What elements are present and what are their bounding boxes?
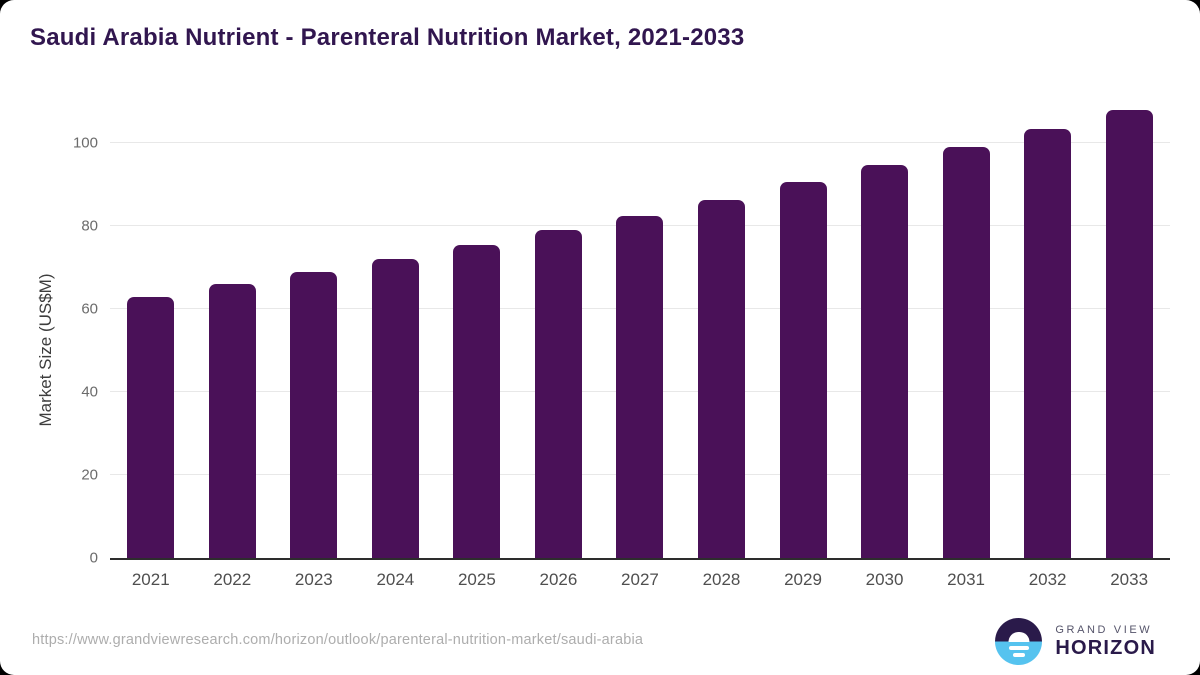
y-tick-20: 20 xyxy=(81,466,98,484)
bar-slot-2027 xyxy=(599,143,681,558)
brand-logo-text: GRAND VIEW HORIZON xyxy=(1055,624,1156,658)
bar-series xyxy=(110,109,1170,558)
bar-slot-2021 xyxy=(110,143,192,558)
bar-2025 xyxy=(453,244,501,558)
source-url: https://www.grandviewresearch.com/horizo… xyxy=(32,632,644,648)
bar-slot-2026 xyxy=(518,143,600,558)
x-axis-line xyxy=(110,558,1170,560)
bar-2031 xyxy=(942,147,990,558)
bar-2032 xyxy=(1024,129,1072,558)
y-tick-100: 100 xyxy=(72,134,98,152)
bar-slot-2025 xyxy=(436,143,518,558)
x-tick-2024: 2024 xyxy=(376,570,415,589)
horizon-sunrise-icon xyxy=(995,618,1043,665)
x-tick-2030: 2030 xyxy=(865,570,904,589)
x-tick-labels: 2021 2022 2023 2024 2025 2026 2027 2028 2029 2030… xyxy=(110,570,1170,590)
brand-name-bottom: HORIZON xyxy=(1055,636,1156,659)
bar-2029 xyxy=(779,182,827,558)
y-tick-0: 0 xyxy=(89,549,98,567)
y-tick-40: 40 xyxy=(81,383,98,401)
x-tick-2029: 2029 xyxy=(784,570,822,589)
bar-slot-2028 xyxy=(681,143,763,558)
bar-2026 xyxy=(534,230,582,558)
bar-2028 xyxy=(697,199,745,558)
y-axis-title: Market Size (US$M) xyxy=(36,273,55,427)
bar-slot-2029 xyxy=(762,143,844,558)
sun-dome-shape xyxy=(1008,631,1030,642)
bar-slot-2031 xyxy=(925,143,1007,558)
x-tick-2026: 2026 xyxy=(539,570,578,589)
bar-slot-2023 xyxy=(273,143,355,558)
bar-2024 xyxy=(371,259,419,558)
bar-2021 xyxy=(127,296,175,558)
reflection-dash xyxy=(1008,645,1029,650)
x-tick-2031: 2031 xyxy=(947,570,985,589)
bar-slot-2022 xyxy=(192,143,274,558)
bar-slot-2033 xyxy=(1088,109,1170,558)
bar-slot-2030 xyxy=(844,143,926,558)
brand-logo: GRAND VIEW HORIZON xyxy=(995,618,1156,665)
bar-slot-2032 xyxy=(1007,129,1089,558)
y-tick-60: 60 xyxy=(81,300,98,318)
x-tick-2023: 2023 xyxy=(294,570,333,589)
x-tick-2027: 2027 xyxy=(621,570,659,589)
x-tick-2033: 2033 xyxy=(1110,570,1149,589)
bar-2030 xyxy=(861,165,909,558)
gridline-100 xyxy=(110,142,1170,143)
reflection-dash xyxy=(1012,652,1025,657)
bar-slot-2024 xyxy=(355,143,437,558)
bar-2022 xyxy=(208,284,256,558)
bar-2033 xyxy=(1105,109,1153,558)
x-tick-2021: 2021 xyxy=(131,570,170,589)
bar-2023 xyxy=(290,271,338,558)
chart-title: Saudi Arabia Nutrient - Parenteral Nutri… xyxy=(30,24,745,51)
x-tick-2032: 2032 xyxy=(1028,570,1067,589)
bar-2027 xyxy=(616,215,664,558)
brand-name-top: GRAND VIEW xyxy=(1055,624,1153,637)
x-tick-2022: 2022 xyxy=(213,570,252,589)
y-tick-80: 80 xyxy=(81,217,98,235)
plot-area: 0 20 40 60 80 100 xyxy=(73,109,1170,567)
x-tick-2028: 2028 xyxy=(702,570,741,589)
x-tick-2025: 2025 xyxy=(457,570,496,589)
